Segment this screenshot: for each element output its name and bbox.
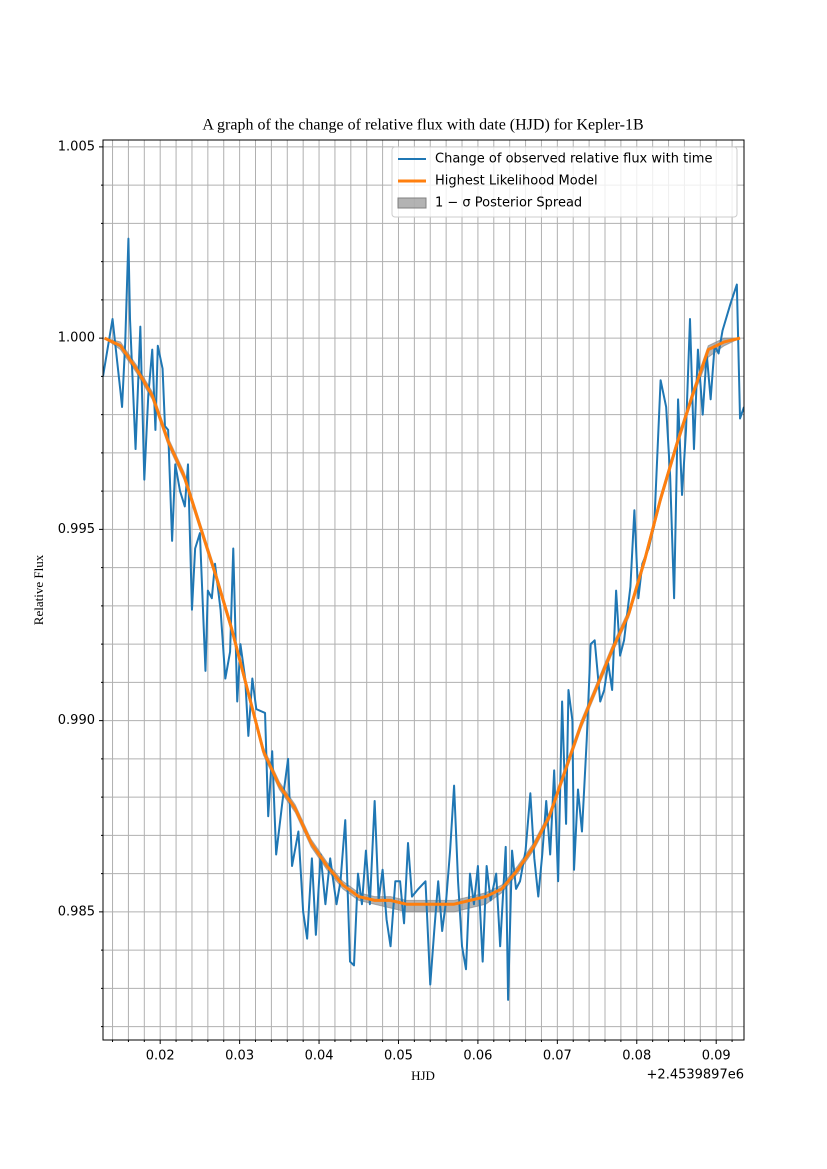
y-axis-label: Relative Flux (31, 554, 46, 625)
series-line (103, 237, 744, 1001)
axes: 0.02 0.03 0.04 0.05 0.06 0.07 0.08 0.09 0.985 0.9… (58, 139, 733, 1064)
legend-label: Highest Likelihood Model (435, 174, 598, 189)
y-tick-label: 0.985 (58, 904, 95, 919)
x-tick-label: 0.05 (384, 1049, 413, 1064)
x-tick-label: 0.02 (146, 1049, 175, 1064)
legend-label: 1 − σ Posterior Spread (435, 196, 582, 211)
y-tick-label: 1.005 (58, 139, 95, 154)
y-tick-label: 1.000 (58, 331, 95, 346)
x-tick-label: 0.03 (225, 1049, 254, 1064)
x-tick-label: 0.07 (543, 1049, 572, 1064)
axes-frame (102, 139, 745, 1041)
x-tick-label: 0.06 (463, 1049, 492, 1064)
legend-label: Change of observed relative flux with ti… (435, 152, 712, 167)
x-tick-label: 0.09 (702, 1049, 731, 1064)
posterior-band (104, 337, 741, 913)
legend: Change of observed relative flux with ti… (391, 146, 738, 218)
x-tick-label: 0.08 (622, 1049, 651, 1064)
legend-box (391, 146, 738, 218)
plot-area (103, 237, 744, 1001)
y-tick-label: 0.990 (58, 713, 95, 728)
legend-swatch (397, 197, 427, 209)
x-tick-label: 0.04 (305, 1049, 334, 1064)
chart-title: A graph of the change of relative flux w… (202, 117, 643, 134)
y-tick-label: 0.995 (58, 522, 95, 537)
x-axis-label: HJD (411, 1068, 435, 1083)
x-offset-label: +2.4539897e6 (647, 1068, 744, 1083)
series-line (103, 336, 741, 906)
